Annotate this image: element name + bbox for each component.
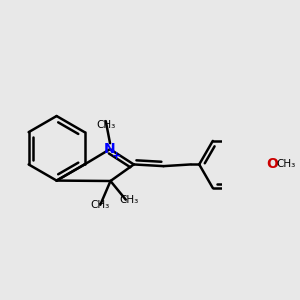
Text: CH₃: CH₃ <box>91 200 110 210</box>
Text: CH₃: CH₃ <box>96 120 116 130</box>
Text: O: O <box>266 158 278 171</box>
Text: +: + <box>112 151 122 161</box>
Text: CH₃: CH₃ <box>277 159 296 170</box>
Text: N: N <box>104 142 116 156</box>
Text: CH₃: CH₃ <box>119 195 139 205</box>
